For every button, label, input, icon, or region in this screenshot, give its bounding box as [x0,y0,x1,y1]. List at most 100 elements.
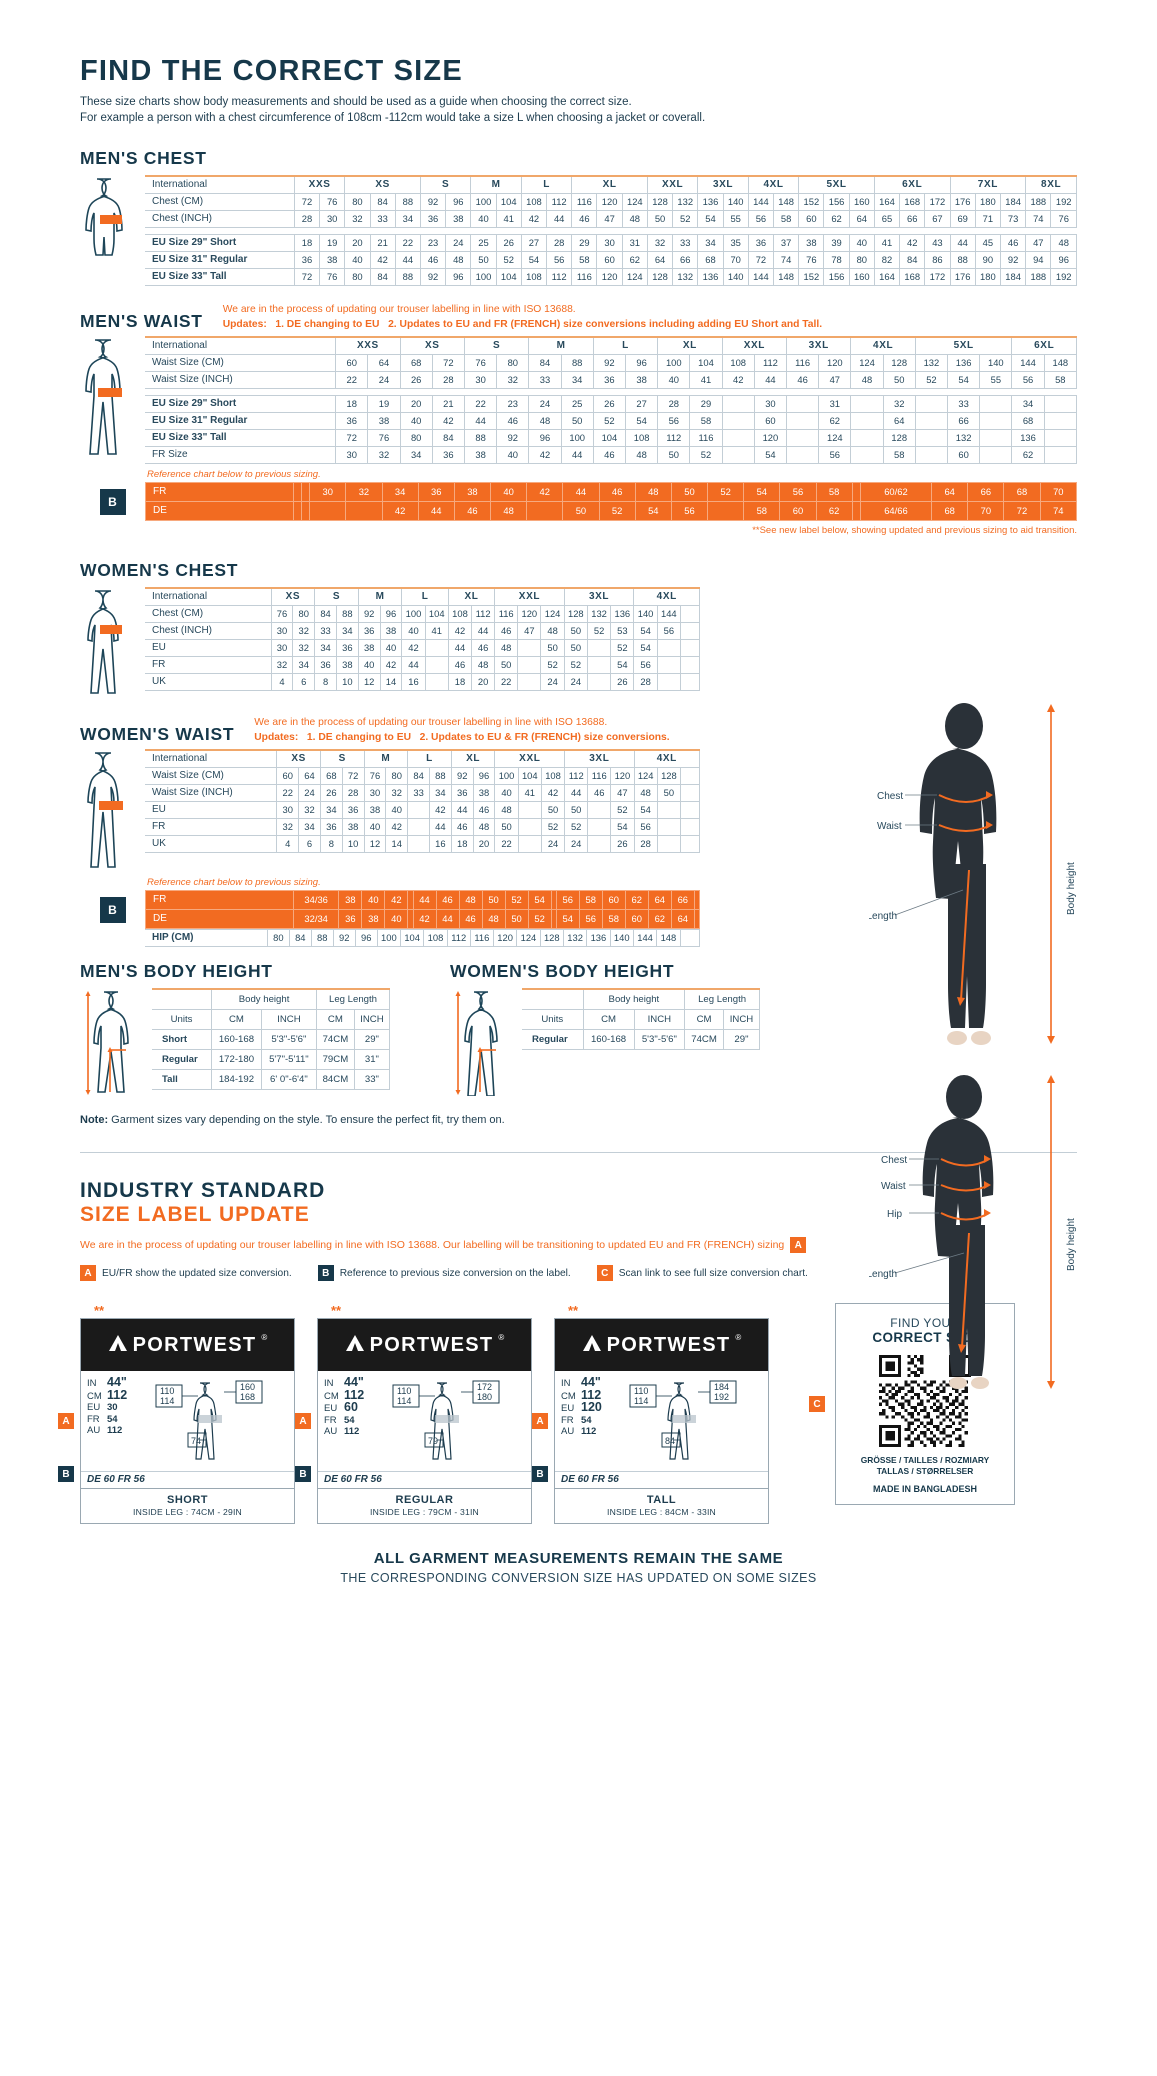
table-cell: 104 [517,767,542,785]
table-cell: 124 [516,929,541,947]
table-cell: 50 [646,210,674,228]
table-cell: 50 [540,639,565,657]
table-cell: 36 [314,656,337,674]
table-cell: 40 [385,801,409,819]
column-header-xl: XL [450,749,496,768]
table-cell: 168 [899,268,926,286]
reference-cell [550,909,557,929]
table-cell: 92 [419,193,447,211]
reference-row-label: DE [145,501,294,521]
svg-text:114: 114 [160,1396,174,1406]
table-cell: 56 [546,251,573,269]
womens-waist-thead: International XS S M L XL XXL 3XL 4XL [145,749,701,768]
table-cell: 136 [697,193,724,211]
table-cell: 32 [298,801,321,819]
table-cell: 52 [672,210,699,228]
table-cell: 50 [470,251,497,269]
table-cell: 50 [494,818,519,836]
table-cell [679,673,701,691]
table-cell: 8 [314,673,337,691]
label-size-key: FR [87,1413,100,1425]
svg-text:74: 74 [191,1436,201,1446]
row-label: EU [145,801,278,819]
table-cell: 144 [747,193,775,211]
table-cell [850,412,884,430]
table-cell: 80 [848,251,875,269]
reference-row-label: FR [145,890,294,910]
table-cell: 128 [563,605,588,623]
table-cell: 180 [974,193,1001,211]
table-cell [517,673,542,691]
table-cell: 40 [379,639,403,657]
table-cell: 40 [494,784,519,802]
mens-waist-reference-table: FR 30 32 34 36 38 40 42 44 46 48 50 52 54 56 58 60/62 64 6… [145,482,1078,521]
mens-waist-table: International XXS XS S M L XL XXL 3XL 4XL 5XL 6XL W… [145,336,1078,464]
table-cell [656,835,682,853]
table-cell: 50 [656,784,682,802]
table-cell: 24 [540,673,565,691]
table-cell: 47 [596,210,623,228]
table-cell: 42 [379,656,403,674]
label-size-row-in: IN 44" [87,1376,127,1390]
column-header-4xl: 4XL [633,587,700,606]
label-footer: TALL INSIDE LEG : 84CM - 33IN [555,1488,768,1523]
column-header-3xl: 3XL [786,336,852,355]
tag-b-icon: B [295,1466,311,1482]
table-cell: 38 [357,639,381,657]
table-cell: 88 [463,429,498,447]
table-cell: 184 [999,193,1027,211]
label-box: PORTWEST ® IN 44" CM 112 EU 60 FR 54 AU 112 110 114 17… [317,1318,532,1524]
label-size-key: IN [324,1378,334,1389]
table-cell: 35 [722,234,749,252]
reference-cell [851,501,861,521]
table-cell: 30 [270,622,294,640]
label-size-key: AU [324,1426,338,1438]
table-cell: 33 [314,622,337,640]
table-cell: 50 [563,622,588,640]
table-cell: 176 [949,193,976,211]
table-cell [587,801,612,819]
registered-mark-icon: ® [498,1333,505,1342]
svg-text:110: 110 [397,1386,411,1396]
row-label: EU Size 31" Regular [145,412,337,430]
table-cell: 68 [399,354,433,372]
table-cell [786,446,820,464]
table-cell: 124 [850,354,884,372]
table-cell: 79CM [315,1049,355,1070]
table-cell: 88 [560,354,594,372]
row-label: Tall [152,1069,213,1090]
table-cell: 54 [633,801,658,819]
table-cell [1043,429,1078,447]
reference-cell: 56 [779,482,817,502]
reference-cell: 54 [555,909,580,929]
table-cell: 140 [633,605,658,623]
label-size-value: 112 [344,1426,360,1438]
row-label: Waist Size (CM) [145,767,278,785]
table-cell: 148 [773,268,800,286]
label-size-key: CM [87,1390,102,1402]
table-cell: 64 [367,354,401,372]
table-cell: 40 [657,371,691,389]
table-cell: 8 [319,835,343,853]
unit-header: Units [522,1009,584,1030]
table-cell: 116 [469,929,494,947]
table-cell: 46 [786,371,820,389]
table-cell: 45 [974,234,1001,252]
column-header-4xl: 4XL [850,336,916,355]
label-size-value: 54 [581,1414,592,1426]
column-header-m: M [528,336,594,355]
reference-cell: 60/62 [859,482,933,502]
table-cell: 82 [873,251,901,269]
table-cell: 56 [633,656,658,674]
table-cell: 42 [540,784,566,802]
table-cell: 76 [363,767,387,785]
column-header-4xl: 4XL [633,749,701,768]
legend-item-b: B Reference to previous size conversion o… [317,1265,571,1281]
label-stars: ** [568,1303,579,1318]
table-row: HIP (CM) 80 84 88 92 96 100 104 108 112 116 120 124 1… [145,929,701,947]
table-cell: 27 [520,234,548,252]
reference-cell: 38 [453,482,492,502]
intro-line-1: These size charts show body measurements… [80,96,632,108]
table-cell [656,639,681,657]
table-cell [679,929,701,947]
